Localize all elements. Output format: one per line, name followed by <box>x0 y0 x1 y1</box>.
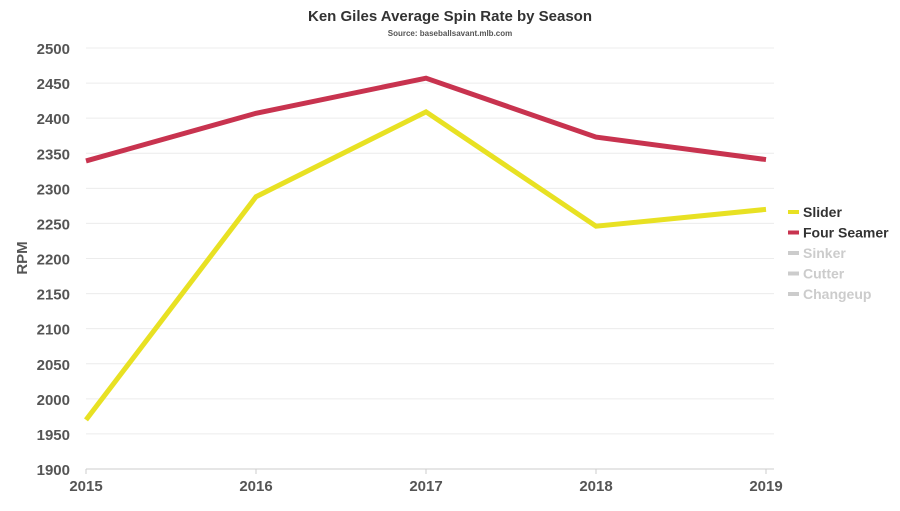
y-tick-label: 2350 <box>37 146 70 163</box>
x-tick-label: 2019 <box>749 478 782 495</box>
legend-item-four-seamer[interactable]: Four Seamer <box>788 225 889 241</box>
y-tick-label: 2150 <box>37 287 70 304</box>
legend-label: Slider <box>803 204 842 220</box>
x-tick-label: 2016 <box>239 478 272 495</box>
chart-subtitle: Source: baseballsavant.mlb.com <box>388 29 513 38</box>
x-tick-label: 2018 <box>579 478 612 495</box>
legend-item-slider[interactable]: Slider <box>788 204 842 220</box>
y-tick-label: 2500 <box>37 41 70 58</box>
y-tick-label: 2300 <box>37 181 70 198</box>
y-tick-label: 2400 <box>37 111 70 128</box>
legend-label: Cutter <box>803 266 845 282</box>
legend-item-cutter[interactable]: Cutter <box>788 266 845 282</box>
y-tick-label: 2450 <box>37 76 70 93</box>
series-line-slider <box>84 108 767 422</box>
legend-label: Sinker <box>803 245 846 261</box>
legend-label: Changeup <box>803 286 871 302</box>
y-tick-label: 2100 <box>37 322 70 339</box>
legend-item-sinker[interactable]: Sinker <box>788 245 846 261</box>
y-axis-label: RPM <box>14 241 31 274</box>
x-tick-label: 2015 <box>69 478 102 495</box>
x-tick-label: 2017 <box>409 478 442 495</box>
legend-item-changeup[interactable]: Changeup <box>788 286 871 302</box>
series-line-four-seamer <box>85 75 767 164</box>
y-tick-label: 2250 <box>37 216 70 233</box>
y-tick-label: 1900 <box>37 462 70 479</box>
y-tick-label: 2000 <box>37 392 70 409</box>
legend-label: Four Seamer <box>803 225 889 241</box>
chart-title: Ken Giles Average Spin Rate by Season <box>308 8 592 25</box>
y-tick-label: 2200 <box>37 252 70 269</box>
y-tick-label: 1950 <box>37 427 70 444</box>
y-tick-label: 2050 <box>37 357 70 374</box>
